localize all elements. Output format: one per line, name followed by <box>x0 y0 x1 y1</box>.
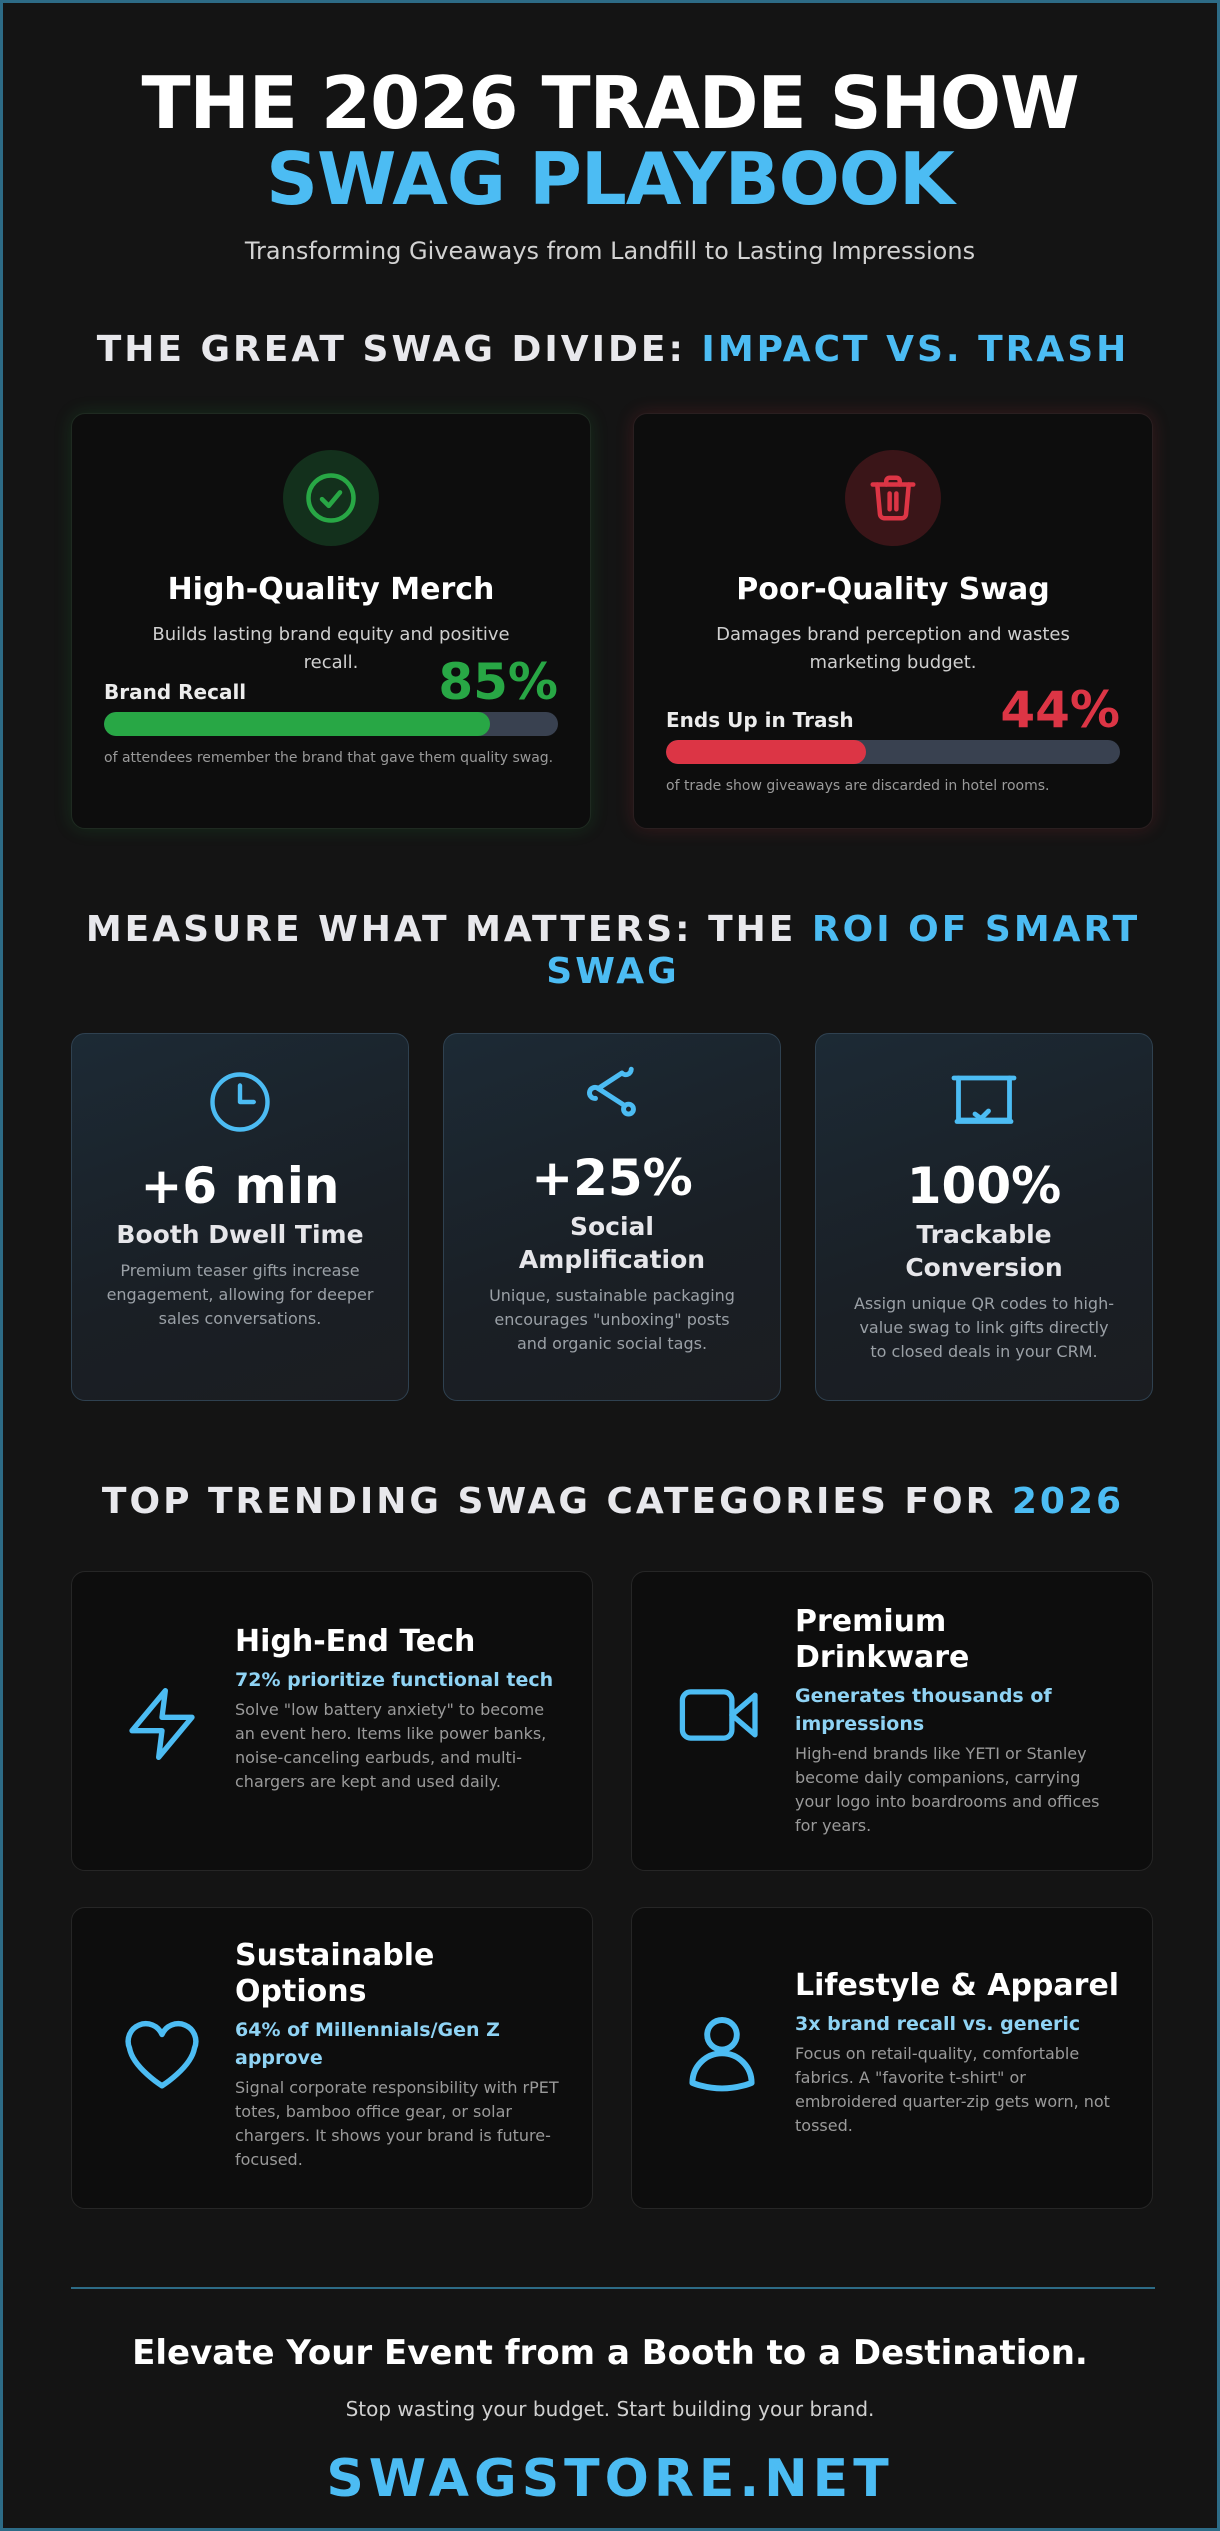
section-title-roi: MEASURE WHAT MATTERS: THE ROI OF SMART S… <box>63 909 1163 993</box>
section-title-accent: IMPACT VS. TRASH <box>701 329 1130 370</box>
meter-note: of attendees remember the brand that gav… <box>104 750 554 766</box>
section-title-accent: 2026 <box>1011 1481 1125 1522</box>
card-title: High-Quality Merch <box>167 572 495 607</box>
card-description: Damages brand perception and wastes mark… <box>716 624 1070 673</box>
presentation-check-icon <box>948 1066 1020 1138</box>
meter-label: Brand Recall <box>104 680 247 704</box>
trend-description: High-end brands like YETI or Stanley bec… <box>795 1744 1100 1835</box>
trend-description: Signal corporate responsibility with rPE… <box>235 2078 559 2169</box>
section-title-main: MEASURE WHAT MATTERS: THE <box>85 909 812 950</box>
brand-recall-meter: Brand Recall 85% of attendees remember t… <box>104 656 558 768</box>
trend-card-sustainable: Sustainable Options 64% of Millennials/G… <box>71 1907 593 2209</box>
lightning-icon <box>112 1680 212 1768</box>
section-title-trends: TOP TRENDING SWAG CATEGORIES FOR 2026 <box>63 1481 1163 1523</box>
trend-card-lifestyle: Lifestyle & Apparel 3x brand recall vs. … <box>631 1907 1153 2209</box>
card-title: Poor-Quality Swag <box>736 572 1050 607</box>
trend-card-premium-drinkware: Premium Drinkware Generates thousands of… <box>631 1571 1153 1871</box>
section-title-main: TOP TRENDING SWAG CATEGORIES FOR <box>101 1481 1012 1522</box>
stat-description: Assign unique QR codes to high-value swa… <box>853 1294 1114 1361</box>
stat-card-conversion: 100% Trackable Conversion Assign unique … <box>815 1033 1153 1401</box>
video-camera-icon <box>672 1682 772 1748</box>
card-description: Builds lasting brand equity and positive… <box>152 624 510 673</box>
trash-meter: Ends Up in Trash 44% of trade show givea… <box>666 684 1120 796</box>
clock-icon <box>204 1066 276 1138</box>
trend-stat: 3x brand recall vs. generic <box>795 2013 1081 2035</box>
stat-card-dwell-time: +6 min Booth Dwell Time Premium teaser g… <box>71 1033 409 1401</box>
page-title-line2: SWAG PLAYBOOK <box>266 137 955 221</box>
stat-description: Premium teaser gifts increase engagement… <box>106 1261 374 1328</box>
trend-stat: Generates thousands of impressions <box>795 1685 1052 1735</box>
section-title-accent: ROI OF SMART SWAG <box>546 909 1141 992</box>
trend-stat: 72% prioritize functional tech <box>235 1669 554 1691</box>
meter-label: Ends Up in Trash <box>666 708 854 732</box>
user-icon <box>672 2012 772 2102</box>
progress-bar-fill <box>104 712 490 736</box>
trend-card-high-end-tech: High-End Tech 72% prioritize functional … <box>71 1571 593 1871</box>
header: THE 2026 TRADE SHOW SWAG PLAYBOOK Transf… <box>3 65 1217 265</box>
stat-card-social: +25% Social Amplification Unique, sustai… <box>443 1033 781 1401</box>
trend-description: Solve "low battery anxiety" to become an… <box>235 1700 547 1791</box>
progress-bar <box>104 712 558 736</box>
heart-icon <box>112 2014 212 2096</box>
card-high-quality-merch: High-Quality Merch Builds lasting brand … <box>71 413 591 829</box>
brand-link[interactable]: SWAGSTORE.NET <box>326 2449 894 2509</box>
section-title-main: THE GREAT SWAG DIVIDE: <box>96 329 702 370</box>
footer-divider <box>71 2287 1155 2289</box>
trend-title: Premium Drinkware <box>795 1604 970 1675</box>
cta-title: Elevate Your Event from a Booth to a Des… <box>132 2333 1088 2373</box>
card-poor-quality-swag: Poor-Quality Swag Damages brand percepti… <box>633 413 1153 829</box>
stat-value: +25% <box>531 1149 693 1207</box>
meter-note: of trade show giveaways are discarded in… <box>666 778 1050 794</box>
trend-stat: 64% of Millennials/Gen Z approve <box>235 2019 500 2069</box>
trend-title: Sustainable Options <box>235 1938 435 2009</box>
stat-value: +6 min <box>140 1157 340 1215</box>
check-circle-icon <box>283 450 379 546</box>
trend-description: Focus on retail-quality, comfortable fab… <box>795 2044 1110 2135</box>
meter-value: 85% <box>438 653 558 711</box>
trend-title: Lifestyle & Apparel <box>795 1968 1120 2003</box>
stat-label: Social Amplification <box>518 1212 706 1274</box>
progress-bar-fill <box>666 740 866 764</box>
stat-description: Unique, sustainable packaging encourages… <box>489 1286 735 1353</box>
share-icon <box>576 1058 648 1130</box>
trend-title: High-End Tech <box>235 1624 476 1659</box>
trash-icon <box>845 450 941 546</box>
section-title-divide: THE GREAT SWAG DIVIDE: IMPACT VS. TRASH <box>63 329 1163 371</box>
page-title-line1: THE 2026 TRADE SHOW <box>141 61 1079 145</box>
cta-subtitle: Stop wasting your budget. Start building… <box>345 2397 875 2421</box>
meter-value: 44% <box>1000 681 1120 739</box>
progress-bar <box>666 740 1120 764</box>
stat-label: Trackable Conversion <box>905 1220 1063 1282</box>
page-subtitle: Transforming Giveaways from Landfill to … <box>244 237 976 265</box>
stat-value: 100% <box>906 1157 1062 1215</box>
stat-label: Booth Dwell Time <box>116 1220 364 1249</box>
